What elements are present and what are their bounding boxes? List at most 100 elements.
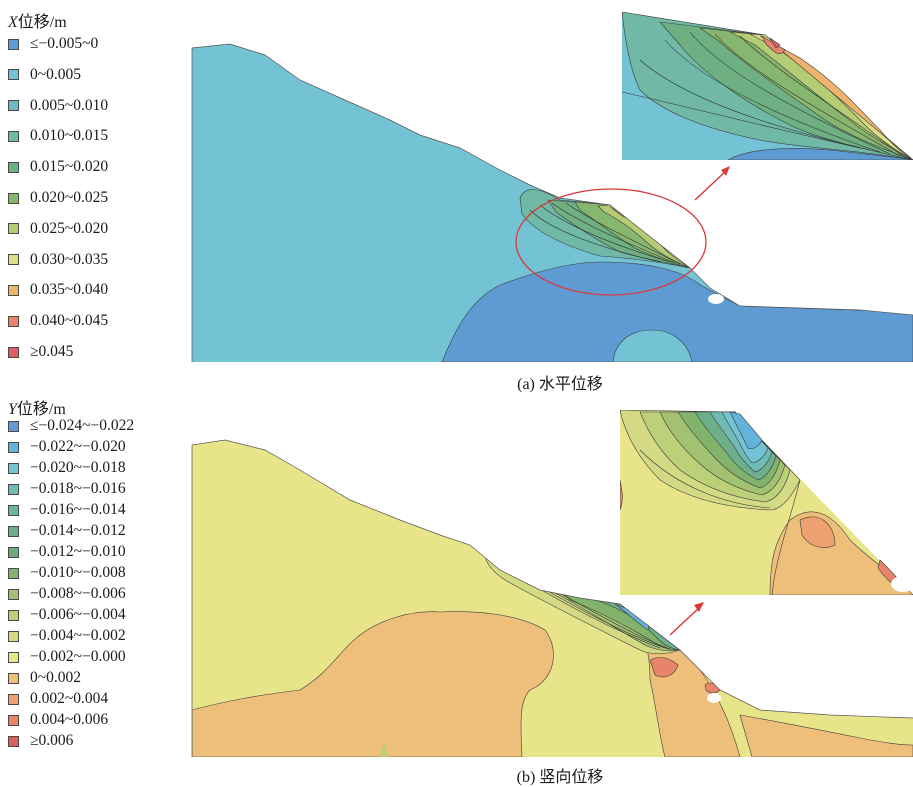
legend-swatch [8, 588, 19, 600]
legend-swatch [8, 441, 19, 453]
legend-swatch [8, 609, 19, 621]
legend-label: 0.005~0.010 [30, 96, 109, 114]
x-displacement-legend-item: 0.040~0.045 [8, 310, 108, 332]
legend-swatch [8, 130, 19, 142]
zoom-arrow-a [694, 169, 728, 201]
legend-title-axis: X [8, 14, 18, 31]
legend-label: ≤−0.005~0 [30, 35, 99, 52]
y-displacement-legend-item: −0.002~−0.000 [8, 646, 126, 668]
legend-title-unit: 位移/m [16, 401, 66, 418]
legend-swatch [8, 504, 19, 516]
x-displacement-legend-item: 0.015~0.020 [8, 156, 108, 178]
inset-horizontal [622, 12, 913, 160]
y-displacement-legend-item: −0.008~−0.006 [8, 583, 126, 605]
legend-swatch [8, 38, 19, 50]
spike-b [380, 742, 388, 757]
void-marker-a [708, 294, 724, 304]
legend-label: −0.022~−0.020 [30, 438, 126, 455]
x-displacement-legend-item: 0.010~0.015 [8, 125, 108, 147]
legend-swatch [8, 254, 19, 266]
void-marker-b [707, 693, 721, 703]
legend-swatch [8, 735, 19, 747]
legend-swatch [8, 192, 19, 204]
y-displacement-legend-item: ≥0.006 [8, 730, 73, 752]
legend-label: 0.040~0.045 [30, 312, 109, 330]
x-displacement-legend-item: 0.030~0.035 [8, 249, 108, 271]
x-displacement-legend-item: ≤−0.005~0 [8, 33, 98, 55]
x-displacement-legend-item: 0.035~0.040 [8, 279, 108, 301]
legend-swatch [8, 567, 19, 579]
arrow-head-b [694, 602, 704, 612]
y-displacement-legend-item: −0.004~−0.002 [8, 625, 126, 647]
y-displacement-legend-item: −0.010~−0.008 [8, 562, 126, 584]
legend-label: −0.010~−0.008 [30, 564, 126, 581]
legend-swatch [8, 346, 19, 358]
legend-swatch [8, 462, 19, 474]
y-displacement-legend-item: 0~0.002 [8, 667, 81, 689]
y-displacement-legend-item: −0.012~−0.010 [8, 541, 126, 563]
legend-title-y: Y位移/m [8, 395, 66, 419]
legend-title-x: X位移/m [8, 8, 67, 32]
legend-label: 0.015~0.020 [30, 158, 109, 176]
legend-label: 0.010~0.015 [30, 127, 109, 145]
zoom-arrow-b [669, 606, 701, 636]
legend-label: −0.020~−0.018 [30, 459, 126, 476]
legend-label: 0.030~0.035 [30, 250, 109, 268]
x-displacement-legend-item: 0.025~0.020 [8, 218, 108, 240]
legend-label: 0.020~0.025 [30, 189, 109, 206]
legend-label: 0.004~0.006 [30, 711, 109, 728]
legend-swatch [8, 315, 19, 327]
legend-label: 0.025~0.020 [30, 219, 109, 237]
legend-label: 0~0.005 [30, 65, 82, 83]
x-displacement-legend-item: 0~0.005 [8, 64, 81, 86]
legend-label: −0.012~−0.010 [30, 543, 126, 560]
legend-swatch [8, 714, 19, 726]
legend-label: 0~0.002 [30, 669, 82, 686]
legend-label: −0.016~−0.014 [30, 501, 126, 518]
legend-title-unit: 位移/m [17, 14, 67, 31]
legend-swatch [8, 161, 19, 173]
legend-swatch [8, 483, 19, 495]
x-displacement-legend-item: ≥0.045 [8, 341, 73, 363]
legend-label: ≥0.006 [30, 732, 74, 749]
y-displacement-legend-item: −0.020~−0.018 [8, 457, 126, 479]
legend-label: 0.002~0.004 [30, 690, 109, 707]
legend-swatch [8, 693, 19, 705]
legend-swatch [8, 420, 19, 432]
legend-swatch [8, 223, 19, 235]
legend-label: ≥0.045 [30, 343, 74, 360]
legend-label: −0.008~−0.006 [30, 585, 126, 602]
legend-swatch [8, 630, 19, 642]
caption-b: (b) 竖向位移 [516, 769, 604, 786]
legend-label: −0.018~−0.016 [30, 480, 126, 497]
legend-swatch [8, 525, 19, 537]
legend-swatch [8, 100, 19, 112]
y-displacement-legend-item: −0.006~−0.004 [8, 604, 126, 626]
y-displacement-legend-item: −0.018~−0.016 [8, 478, 126, 500]
y-displacement-legend-item: 0.004~0.006 [8, 709, 108, 731]
legend-title-axis: Y [8, 401, 17, 418]
x-displacement-legend-item: 0.005~0.010 [8, 95, 108, 117]
y-displacement-legend-item: 0.002~0.004 [8, 688, 108, 710]
arrow-head-a [721, 166, 730, 176]
legend-swatch [8, 651, 19, 663]
legend-swatch [8, 284, 19, 296]
legend-label: −0.004~−0.002 [30, 627, 126, 644]
legend-label: ≤−0.024~−0.022 [30, 417, 135, 434]
y-displacement-legend-item: ≤−0.024~−0.022 [8, 415, 134, 437]
x-displacement-legend-item: 0.020~0.025 [8, 187, 108, 209]
y-displacement-legend-item: −0.022~−0.020 [8, 436, 126, 458]
legend-label: −0.002~−0.000 [30, 648, 126, 665]
legend-label: −0.006~−0.004 [30, 606, 126, 623]
y-displacement-legend-item: −0.016~−0.014 [8, 499, 126, 521]
legend-label: 0.035~0.040 [30, 281, 109, 299]
legend-swatch [8, 672, 19, 684]
legend-label: −0.014~−0.012 [30, 522, 126, 539]
legend-swatch [8, 546, 19, 558]
y-displacement-legend-item: −0.014~−0.012 [8, 520, 126, 542]
zoom-circle-a [515, 188, 707, 296]
caption-a: (a) 水平位移 [517, 376, 603, 393]
legend-swatch [8, 69, 19, 81]
inset-vertical [620, 410, 913, 595]
